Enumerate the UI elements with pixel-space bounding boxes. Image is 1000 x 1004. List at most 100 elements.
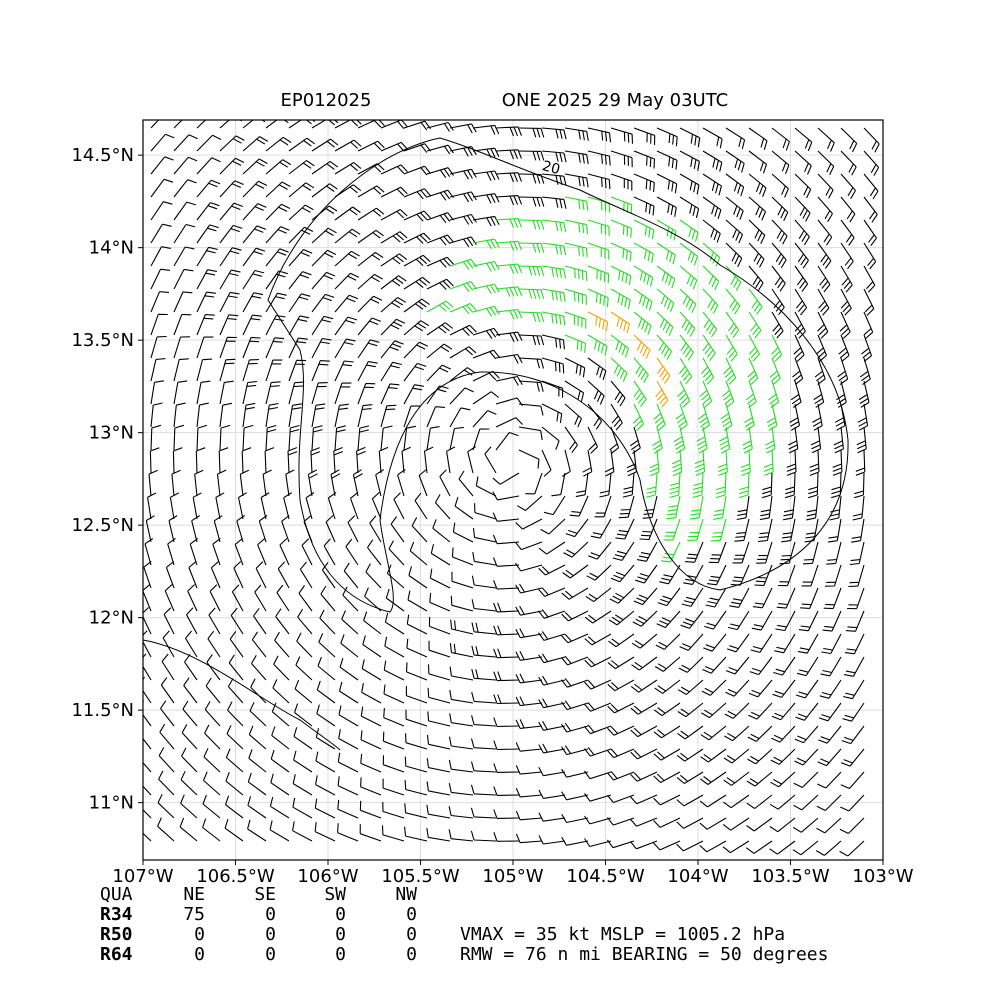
wind-barb (448, 806, 474, 819)
wind-barb (734, 518, 750, 542)
wind-barb (192, 492, 202, 520)
wind-barb (242, 136, 269, 152)
wind-barb (380, 361, 402, 382)
wind-barb (173, 402, 186, 428)
wind-barb (449, 258, 478, 270)
wind-barb (311, 227, 337, 244)
wind-barb (721, 380, 735, 408)
wind-barb (253, 607, 267, 635)
wind-barb (610, 173, 633, 191)
wind-barb (610, 196, 633, 215)
wind-barb (403, 165, 432, 176)
wind-barb (449, 689, 474, 704)
wind-barb (702, 219, 721, 243)
wind-barb (824, 564, 842, 587)
info-line: VMAX = 35 kt MSLP = 1005.2 hPa (460, 924, 785, 945)
wind-barb (564, 403, 583, 428)
wind-barb (357, 317, 381, 336)
wind-barb (817, 127, 835, 152)
wind-barb (637, 541, 658, 562)
wind-barb (748, 334, 760, 362)
wind-barb (403, 232, 431, 244)
wind-barb (702, 242, 721, 267)
wind-barb (671, 449, 683, 477)
wind-barb (405, 686, 428, 704)
wind-barb (173, 380, 188, 405)
wind-barb (451, 547, 474, 566)
wind-barb (340, 634, 359, 658)
wind-barb (656, 127, 678, 147)
wind-barb (700, 725, 727, 741)
wind-barb (863, 311, 874, 339)
wind-barb (863, 150, 880, 176)
wind-barb (251, 631, 267, 658)
wind-barb (234, 537, 244, 566)
wind-barb (427, 711, 451, 727)
wind-barb (771, 127, 790, 151)
wind-barb (219, 224, 243, 244)
wind-barb (385, 588, 405, 612)
wind-barb (590, 518, 612, 539)
wind-barb (575, 472, 589, 498)
wind-barb (334, 162, 362, 175)
wind-barb (472, 305, 500, 317)
x-tick-label: 106°W (297, 866, 358, 887)
wind-barb (629, 426, 641, 454)
wind-barb (397, 468, 406, 497)
wind-barb (564, 242, 588, 258)
wind-barb (817, 311, 829, 339)
wind-barb (380, 164, 408, 175)
wind-barb (181, 747, 198, 773)
wind-barb (774, 633, 796, 654)
wind-barb (404, 756, 428, 773)
wind-barb (150, 268, 170, 290)
wind-barb (334, 338, 356, 359)
wind-barb (818, 702, 842, 722)
wind-barb (213, 515, 223, 543)
wind-barb (751, 610, 773, 631)
wind-barb (587, 196, 611, 213)
wind-barb (150, 402, 163, 428)
wind-barb (725, 288, 741, 315)
wind-barb (273, 655, 290, 681)
wind-barb (702, 311, 718, 338)
wind-barb (265, 226, 290, 244)
wind-barb (219, 336, 237, 359)
wind-barb (380, 186, 408, 198)
wind-barb (587, 288, 609, 308)
wind-barb (515, 765, 543, 775)
wind-barb (265, 159, 292, 175)
wind-barb (380, 209, 408, 221)
wind-barb (404, 779, 428, 796)
wind-barb (337, 823, 359, 842)
wind-barb (639, 518, 658, 541)
wind-barb (493, 809, 520, 819)
wind-barb (169, 492, 180, 520)
wind-barb (186, 607, 198, 635)
wind-barb (403, 425, 417, 451)
wind-barb (228, 654, 244, 681)
wind-barb (771, 173, 789, 198)
wind-barb (143, 653, 152, 681)
wind-barb (541, 357, 565, 374)
wind-barb (584, 838, 612, 848)
wind-barb (382, 731, 405, 750)
wind-barb (242, 359, 259, 382)
wind-barb (347, 515, 359, 543)
wind-barb (792, 357, 804, 386)
wind-barb (426, 144, 454, 155)
wind-barb (495, 308, 523, 320)
wind-barb (829, 495, 842, 521)
wind-barb (158, 747, 175, 773)
wind-barb (196, 202, 220, 221)
wind-barb (208, 607, 221, 635)
wind-barb (311, 160, 339, 175)
wind-barb (429, 592, 451, 612)
wind-barb (426, 406, 446, 428)
wind-barb (584, 815, 612, 825)
wind-barb (403, 298, 430, 313)
table-cell: 0 (406, 944, 417, 965)
wind-barb (699, 771, 727, 785)
wind-barb (642, 495, 658, 519)
wind-barb (334, 250, 360, 267)
